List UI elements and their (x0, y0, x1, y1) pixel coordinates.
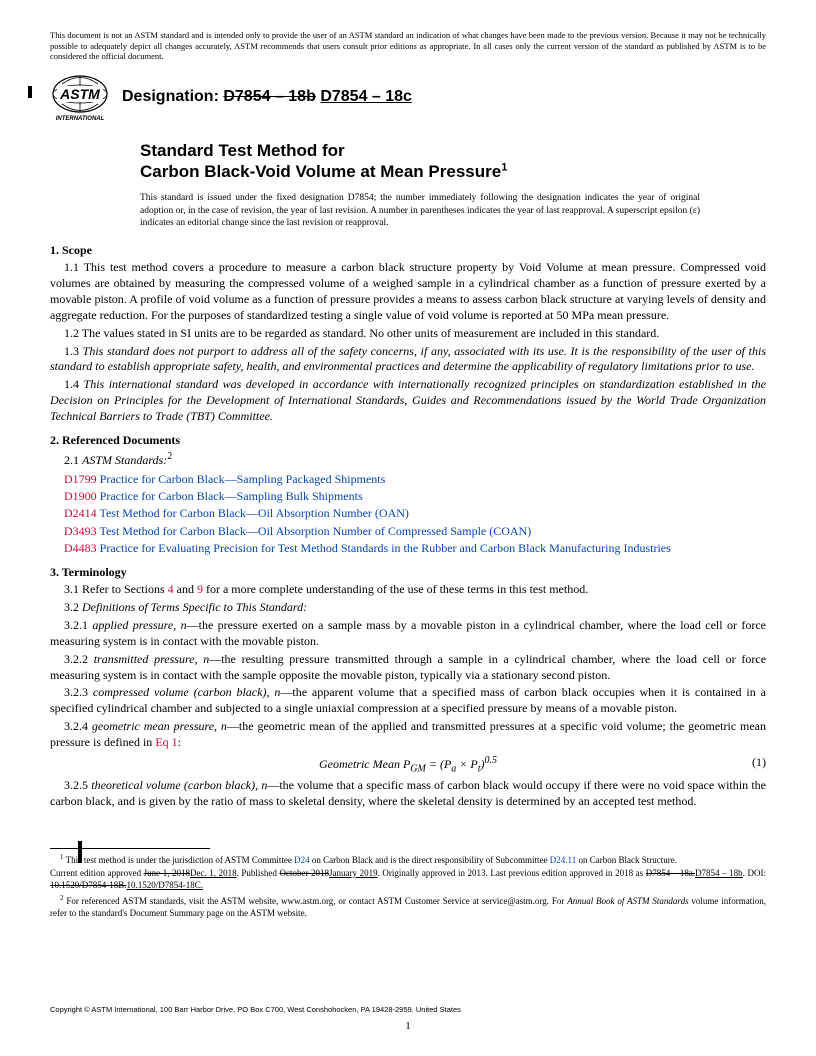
para-3-2-5: 3.2.5 theoretical volume (carbon black),… (50, 778, 766, 810)
designation: Designation: D7854 – 18b D7854 – 18c (122, 88, 412, 106)
reference-link[interactable]: D4483 Practice for Evaluating Precision … (50, 540, 766, 557)
svg-text:INTERNATIONAL: INTERNATIONAL (56, 116, 105, 122)
header-row: ASTM INTERNATIONAL Designation: D7854 – … (50, 72, 766, 122)
section-3-head: 3. Terminology (50, 565, 766, 580)
para-3-2-4: 3.2.4 geometric mean pressure, n—the geo… (50, 719, 766, 751)
para-3-2: 3.2 Definitions of Terms Specific to Thi… (50, 600, 766, 616)
title-block: Standard Test Method for Carbon Black-Vo… (140, 140, 766, 183)
designation-label: Designation: (122, 88, 223, 105)
reference-link[interactable]: D3493 Test Method for Carbon Black—Oil A… (50, 523, 766, 540)
para-3-1: 3.1 Refer to Sections 4 and 9 for a more… (50, 582, 766, 598)
para-1-1: 1.1 This test method covers a procedure … (50, 260, 766, 323)
para-1-4: 1.4 This international standard was deve… (50, 377, 766, 424)
para-2-1: 2.1 ASTM Standards:2 (50, 450, 766, 469)
change-bar-icon (78, 841, 82, 863)
change-bar-icon (28, 86, 32, 98)
section-2-head: 2. Referenced Documents (50, 433, 766, 448)
copyright: Copyright © ASTM International, 100 Barr… (50, 1005, 461, 1014)
reference-link[interactable]: D1799 Practice for Carbon Black—Sampling… (50, 471, 766, 488)
footnote-1: 1 This test method is under the jurisdic… (50, 853, 766, 866)
footnote-2: 2 For referenced ASTM standards, visit t… (50, 894, 766, 919)
para-1-3: 1.3 1.3 This standard does not purport t… (50, 344, 766, 376)
footnote-1b: Current edition approved June 1, 2018Dec… (50, 868, 766, 892)
title-line2: Carbon Black-Void Volume at Mean Pressur… (140, 161, 766, 182)
para-1-2: 1.2 The values stated in SI units are to… (50, 326, 766, 342)
disclaimer-text: This document is not an ASTM standard an… (50, 30, 766, 62)
svg-text:ASTM: ASTM (59, 86, 100, 102)
designation-old: D7854 – 18b (223, 88, 316, 105)
title-line1: Standard Test Method for (140, 140, 766, 161)
reference-link[interactable]: D2414 Test Method for Carbon Black—Oil A… (50, 505, 766, 522)
issuance-note: This standard is issued under the fixed … (140, 192, 700, 229)
para-3-2-1: 3.2.1 applied pressure, n—the pressure e… (50, 618, 766, 650)
para-3-2-2: 3.2.2 transmitted pressure, n—the result… (50, 652, 766, 684)
equation-1: Geometric Mean PGM = (Pa × Pt)0.5 (1) (50, 755, 766, 774)
astm-logo: ASTM INTERNATIONAL (50, 72, 110, 122)
page-number: 1 (0, 1020, 816, 1032)
reference-link[interactable]: D1900 Practice for Carbon Black—Sampling… (50, 488, 766, 505)
para-3-2-3: 3.2.3 compressed volume (carbon black), … (50, 685, 766, 717)
section-1-head: 1. Scope (50, 243, 766, 258)
designation-new: D7854 – 18c (320, 88, 412, 105)
